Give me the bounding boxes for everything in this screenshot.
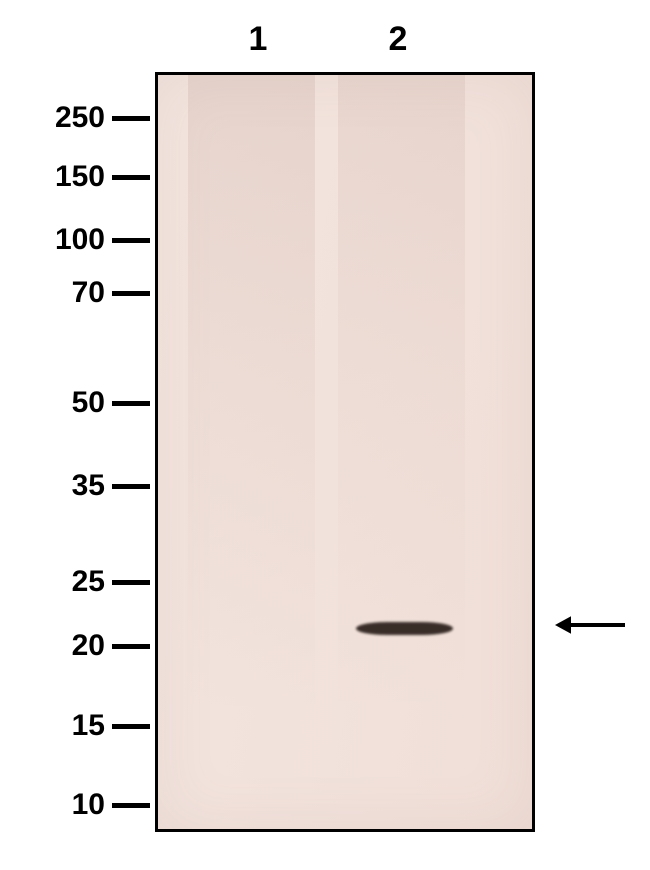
mw-label-100: 100 bbox=[25, 223, 105, 257]
mw-label-250: 250 bbox=[25, 101, 105, 135]
mw-tick-100 bbox=[112, 238, 150, 243]
mw-label-50: 50 bbox=[25, 386, 105, 420]
western-blot-figure: 1 2 25015010070503525201510 bbox=[0, 0, 650, 870]
mw-label-20: 20 bbox=[25, 629, 105, 663]
mw-label-35: 35 bbox=[25, 469, 105, 503]
mw-label-70: 70 bbox=[25, 276, 105, 310]
mw-tick-20 bbox=[112, 644, 150, 649]
mw-tick-150 bbox=[112, 175, 150, 180]
mw-label-25: 25 bbox=[25, 565, 105, 599]
mw-tick-50 bbox=[112, 401, 150, 406]
mw-tick-70 bbox=[112, 291, 150, 296]
mw-tick-15 bbox=[112, 724, 150, 729]
mw-tick-25 bbox=[112, 580, 150, 585]
mw-label-150: 150 bbox=[25, 160, 105, 194]
mw-label-10: 10 bbox=[25, 788, 105, 822]
mw-tick-35 bbox=[112, 484, 150, 489]
mw-label-15: 15 bbox=[25, 709, 105, 743]
mw-tick-10 bbox=[112, 803, 150, 808]
mw-tick-250 bbox=[112, 116, 150, 121]
